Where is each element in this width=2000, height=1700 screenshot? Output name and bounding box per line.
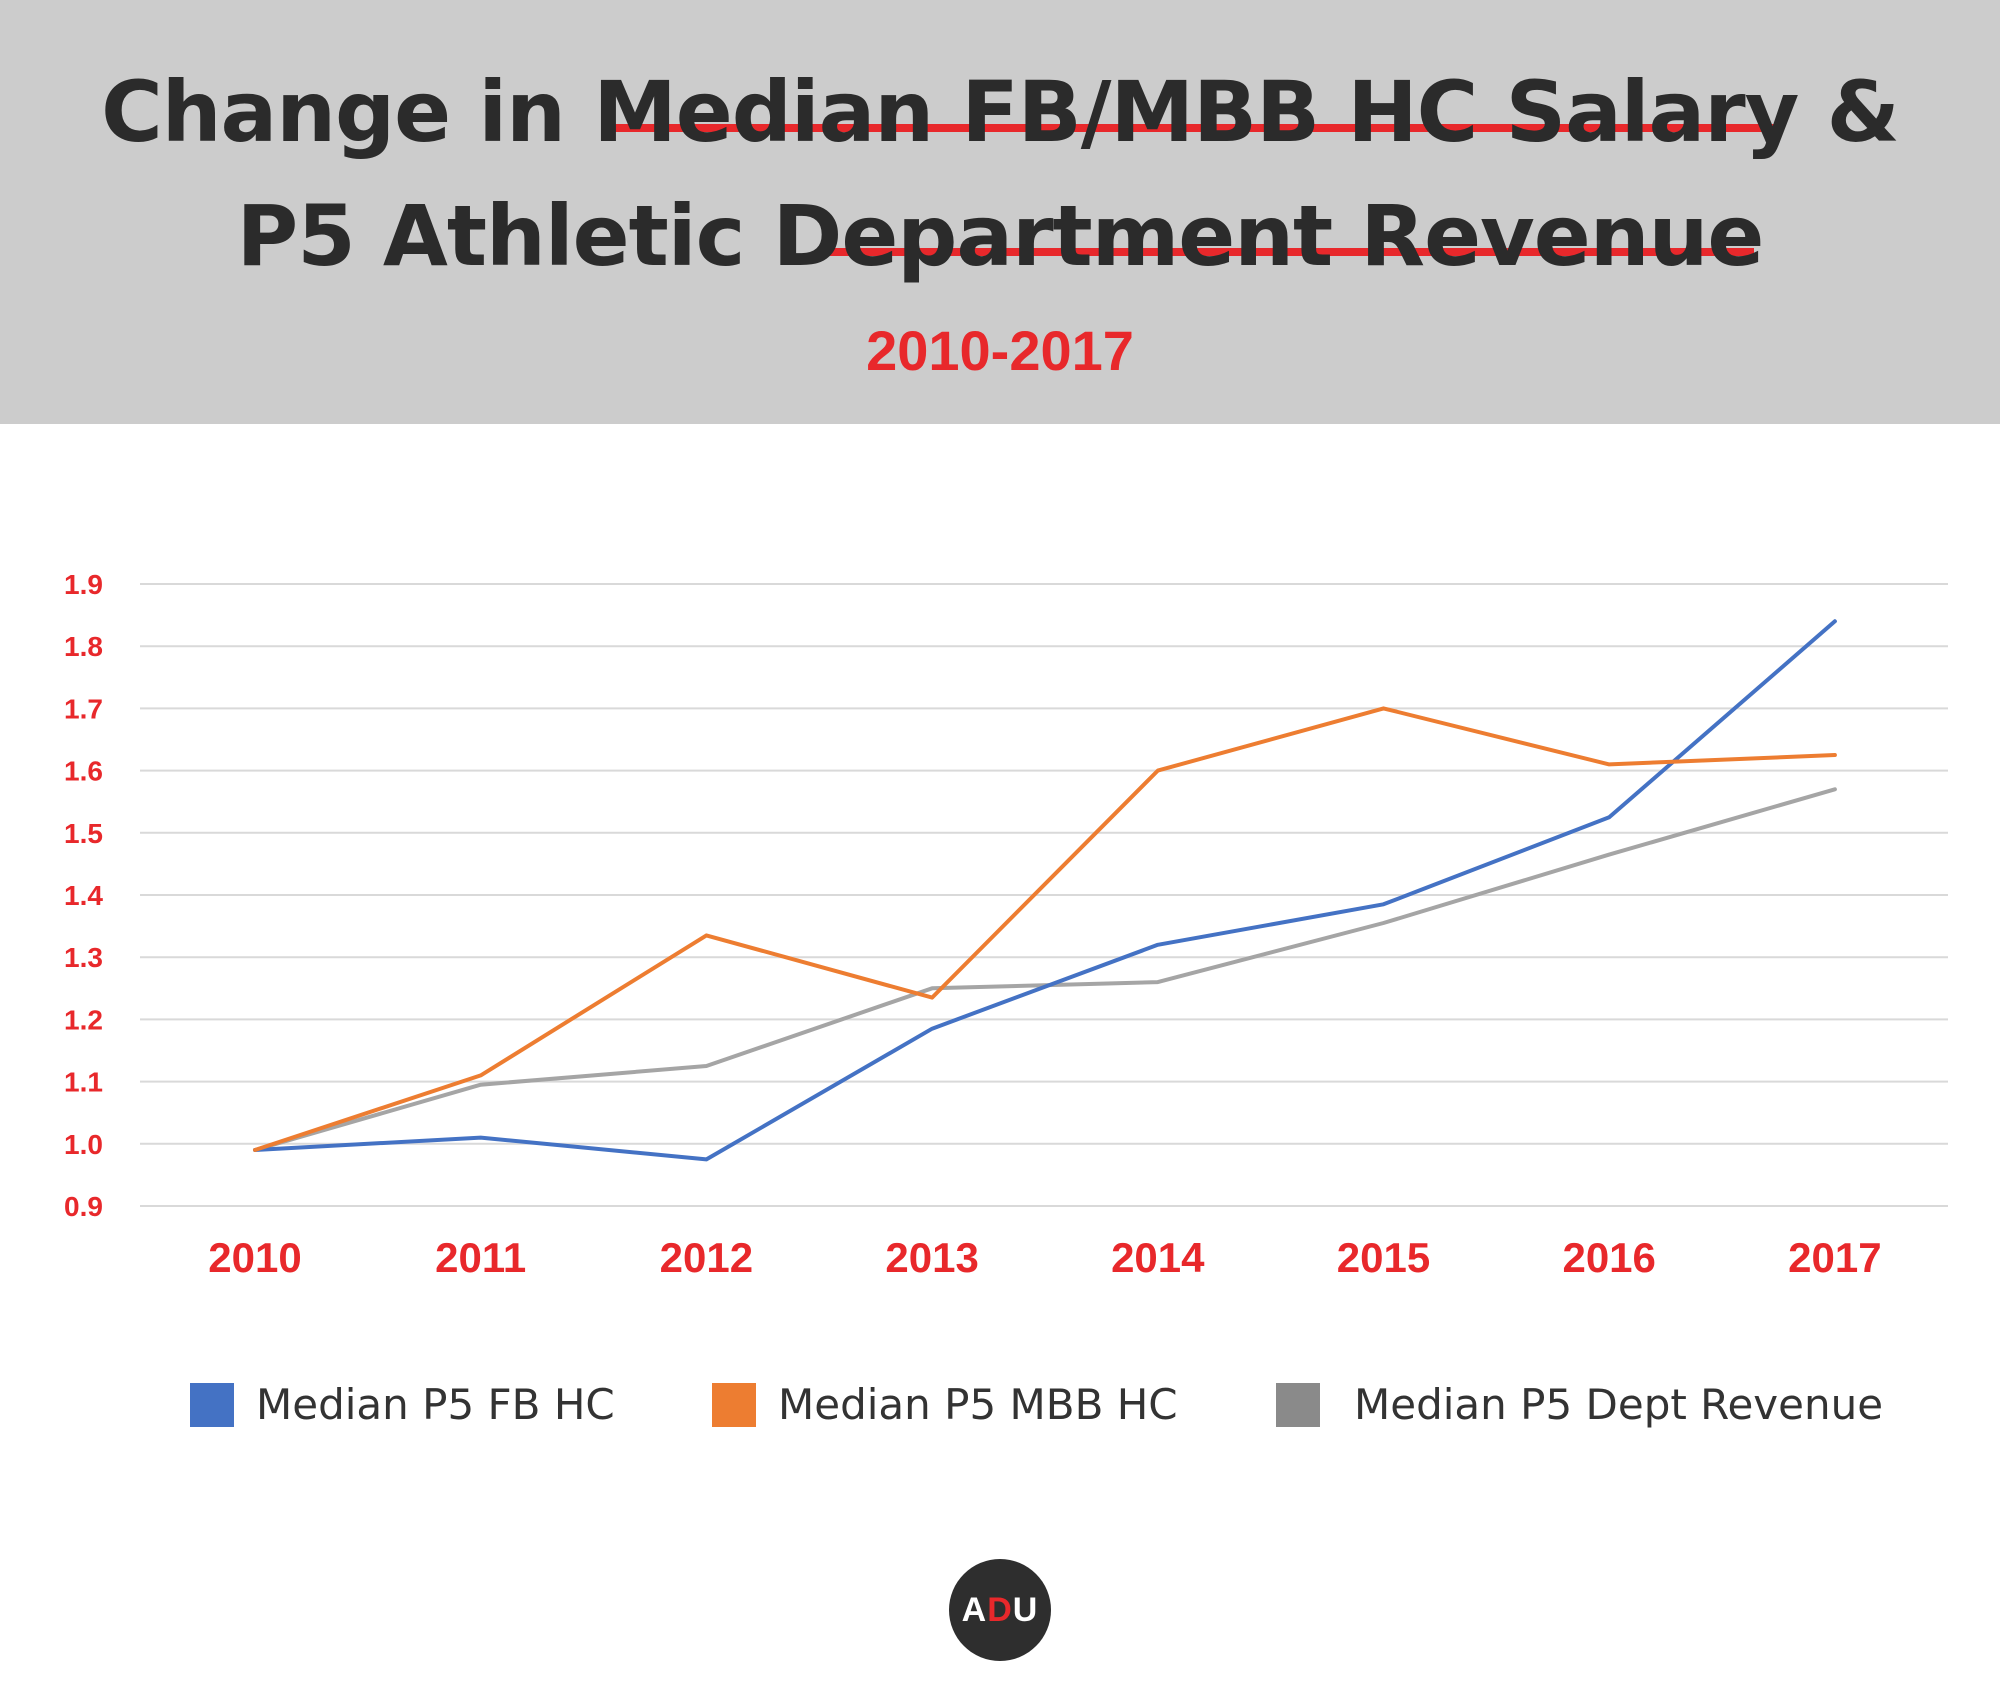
y-tick-label: 1.1 (64, 1067, 103, 1098)
x-tick-label: 2010 (208, 1234, 301, 1281)
y-tick-label: 1.8 (64, 631, 103, 662)
legend-swatch-fb (190, 1383, 234, 1427)
line-chart: 0.9 1.0 1.1 1.2 1.3 1.4 1.5 1.6 1.7 1.8 1.9 2010 201… (64, 569, 1948, 1281)
title-line-2: P5 Athletic Department Revenue (236, 187, 1765, 285)
chart-title: Change in Median FB/MBB HC Salary & P5 A… (0, 50, 2000, 298)
x-tick-label: 2015 (1337, 1234, 1430, 1281)
header-banner (0, 0, 2000, 424)
series-line-0 (253, 619, 1837, 1162)
y-tick-label: 1.3 (64, 942, 103, 973)
title-underline-1 (612, 124, 1778, 132)
y-tick-label: 0.9 (64, 1191, 103, 1222)
legend-swatch-revenue (1276, 1383, 1320, 1427)
chart-subtitle: 2010-2017 (866, 319, 1134, 382)
y-tick-label: 1.7 (64, 693, 103, 724)
adu-logo: ADU (949, 1559, 1051, 1661)
title-underline-2 (818, 248, 1754, 256)
y-tick-label: 1.5 (64, 818, 103, 849)
x-tick-label: 2017 (1788, 1234, 1881, 1281)
legend-swatch-mbb (712, 1383, 756, 1427)
title-line-1: Change in Median FB/MBB HC Salary & (101, 63, 1900, 161)
y-tick-label: 1.9 (64, 569, 103, 600)
y-tick-label: 1.6 (64, 756, 103, 787)
chart-legend: Median P5 FB HC Median P5 MBB HC Median … (0, 1375, 2000, 1435)
x-tick-label: 2011 (435, 1234, 526, 1281)
x-tick-label: 2014 (1111, 1234, 1205, 1281)
legend-label-revenue: Median P5 Dept Revenue (1354, 1380, 1884, 1429)
y-tick-label: 1.0 (64, 1129, 103, 1160)
x-tick-label: 2016 (1562, 1234, 1655, 1281)
y-tick-label: 1.2 (64, 1004, 103, 1035)
x-tick-label: 2013 (885, 1234, 978, 1281)
series-line-2 (253, 787, 1837, 1152)
x-tick-label: 2012 (660, 1234, 753, 1281)
series-line-1 (253, 706, 1837, 1152)
legend-label-fb: Median P5 FB HC (256, 1380, 615, 1429)
y-tick-label: 1.4 (64, 880, 103, 911)
legend-label-mbb: Median P5 MBB HC (778, 1380, 1178, 1429)
